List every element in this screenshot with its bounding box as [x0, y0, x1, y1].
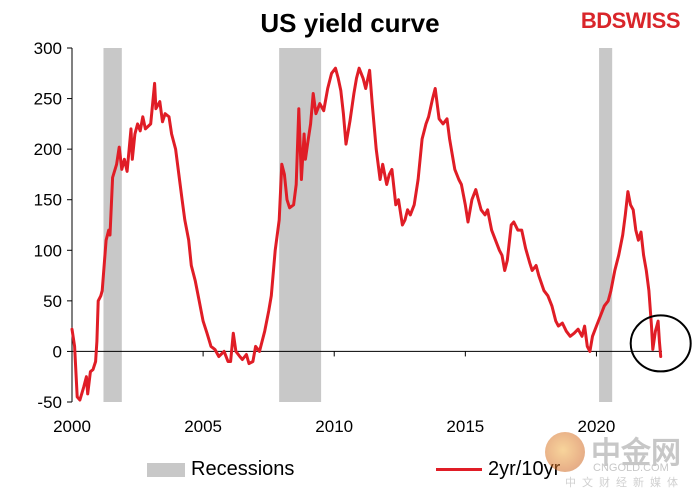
y-tick-label--50: -50 — [37, 393, 62, 412]
watermark-sub: 中文财经新媒体 — [565, 476, 684, 489]
recession-band-3 — [599, 48, 613, 402]
y-tick-label-150: 150 — [34, 191, 62, 210]
y-tick-label-300: 300 — [34, 39, 62, 58]
annotation-circle — [629, 314, 692, 373]
y-tick-label-0: 0 — [53, 342, 62, 361]
legend-recessions-swatch — [147, 462, 185, 477]
legend-recessions: Recessions — [147, 458, 294, 481]
legend-series: 2yr/10yr — [436, 458, 560, 481]
brand-bd: BD — [580, 8, 612, 33]
x-tick-label-2010: 2010 — [315, 417, 353, 436]
legend-series-swatch — [436, 468, 482, 471]
chart-title: US yield curve — [260, 8, 440, 38]
x-tick-label-2005: 2005 — [184, 417, 222, 436]
y-tick-label-200: 200 — [34, 140, 62, 159]
brand-swiss: SWISS — [611, 8, 681, 33]
y-tick-label-100: 100 — [34, 241, 62, 260]
brand-logo: BDSWISS — [580, 8, 681, 34]
x-tick-label-2000: 2000 — [53, 417, 91, 436]
y-tick-label-50: 50 — [43, 292, 62, 311]
legend-series-label: 2yr/10yr — [488, 458, 561, 480]
x-tick-label-2015: 2015 — [446, 417, 484, 436]
watermark: 中金网 CNGOLD.COM 中文财经新媒体 — [545, 428, 695, 489]
series-line-1 — [70, 66, 663, 402]
watermark-cn: 中金网 — [591, 436, 681, 471]
watermark-logo-icon — [545, 432, 585, 472]
recession-band-1 — [103, 48, 122, 402]
x-tick-label-2020: 2020 — [578, 417, 616, 436]
legend-recessions-label: Recessions — [191, 458, 295, 480]
y-tick-label-250: 250 — [34, 90, 62, 109]
watermark-en: CNGOLD.COM — [593, 462, 669, 474]
